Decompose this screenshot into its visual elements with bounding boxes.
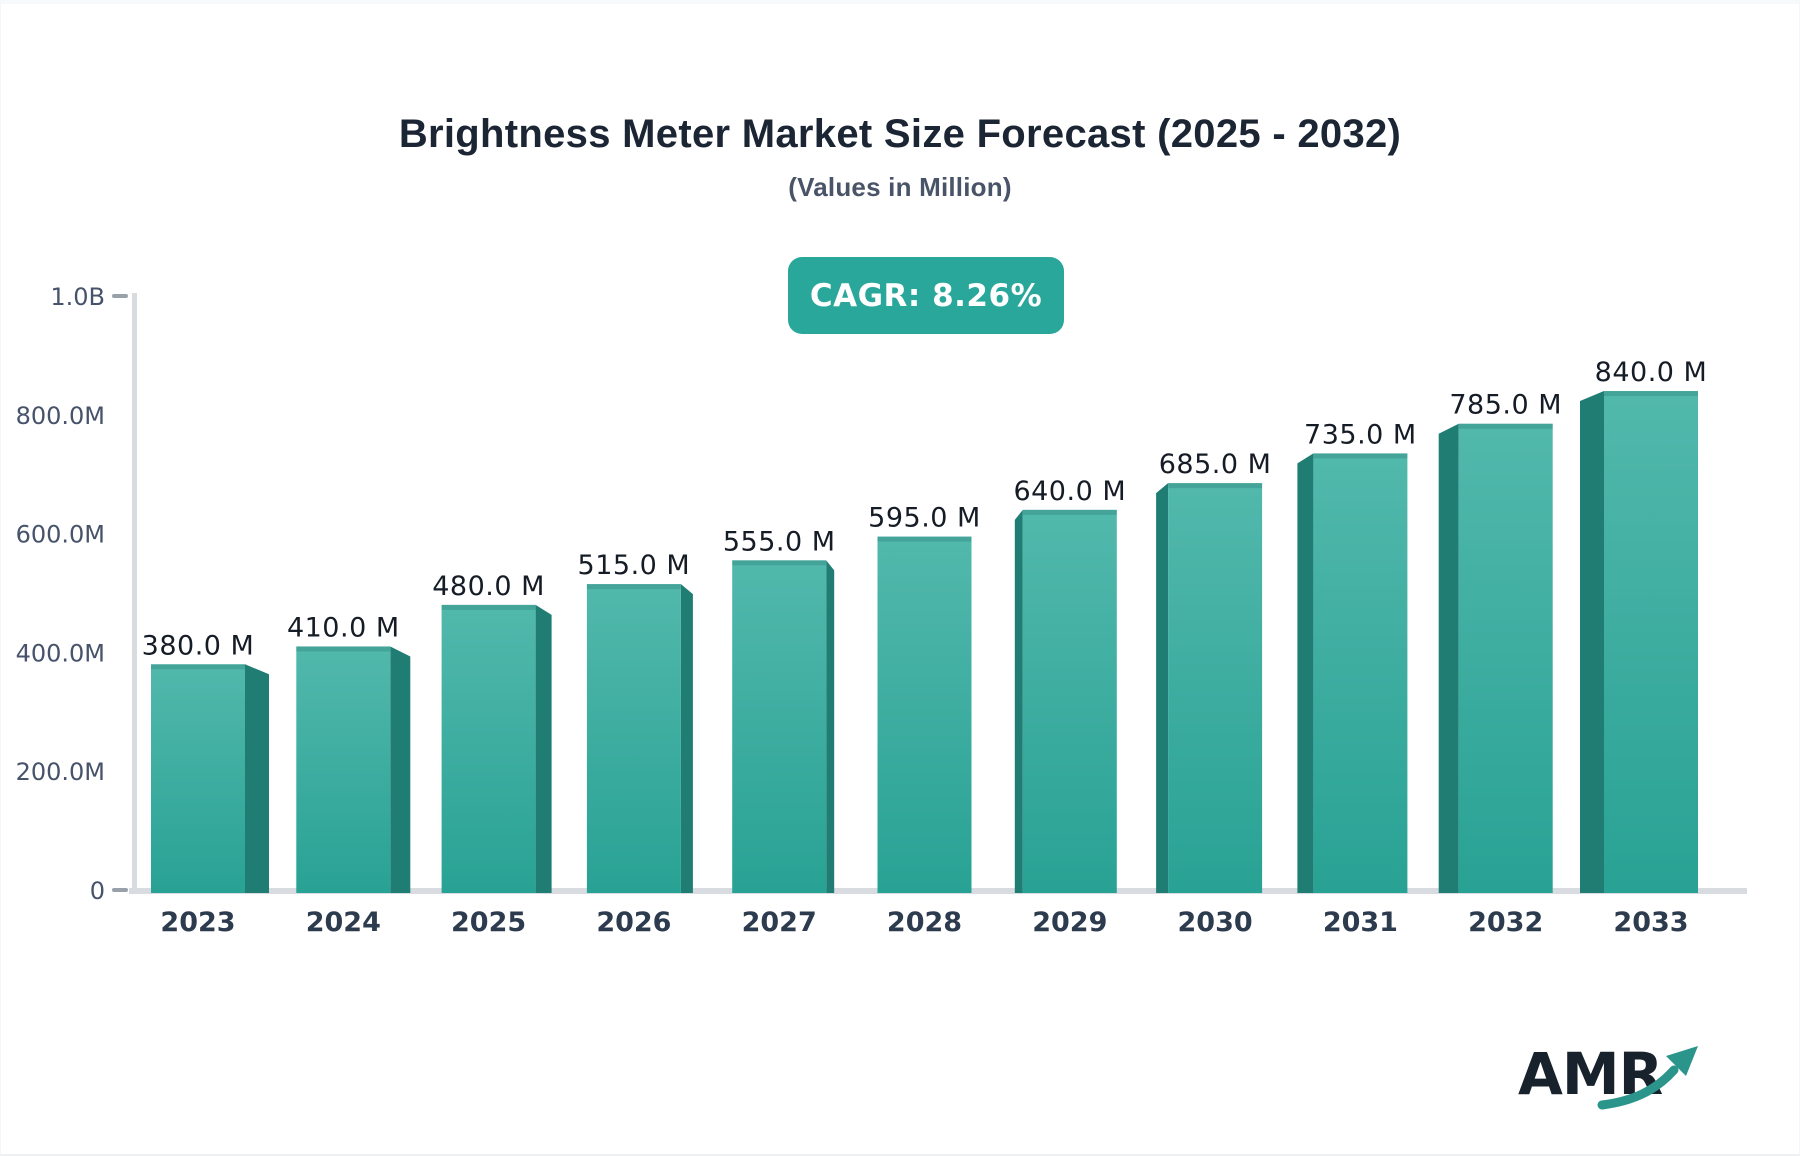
bar-side-face (1014, 509, 1023, 893)
bar-value-label: 515.0 M (578, 550, 691, 581)
x-axis-year-label: 2024 (306, 907, 381, 938)
bar-top-bevel (441, 604, 536, 610)
bar-top-bevel (1604, 391, 1698, 397)
x-axis-year-label: 2023 (160, 907, 235, 938)
bar-top-bevel (151, 664, 245, 670)
chart-title: Brightness Meter Market Size Forecast (2… (398, 112, 1402, 156)
x-axis-year-label: 2032 (1468, 907, 1543, 938)
bar-value-label: 380.0 M (142, 630, 255, 661)
x-axis-year-label: 2030 (1178, 907, 1253, 938)
chart-subtitle: (Values in Million) (788, 172, 1012, 202)
bar-2028 (877, 536, 972, 893)
bar-front-face (441, 604, 536, 893)
bar-side-face (826, 560, 835, 893)
bar-2027 (732, 560, 835, 893)
bar-side-face (1156, 483, 1169, 893)
y-axis-label: 400.0M (16, 639, 105, 667)
amr-logo: AMR (1518, 1040, 1698, 1110)
y-axis-label: 1.0B (50, 283, 105, 311)
bar-side-face (390, 646, 411, 893)
cagr-badge: CAGR: 8.26% (788, 257, 1064, 334)
y-axis-tick (112, 888, 128, 892)
bar-2029 (1014, 509, 1117, 893)
x-axis-year-label: 2033 (1613, 907, 1688, 938)
bar-side-face (1438, 423, 1459, 893)
bar-side-face (535, 604, 552, 893)
logo-arrow-swoosh (1597, 1065, 1679, 1110)
bar-side-face (245, 664, 269, 893)
y-axis-label: 0 (90, 877, 105, 905)
logo-arrow-head (1666, 1046, 1698, 1076)
bar-value-label: 685.0 M (1159, 449, 1272, 480)
x-axis-year-label: 2027 (742, 907, 817, 938)
bar-front-face (1313, 453, 1408, 893)
y-axis-line (132, 293, 137, 894)
y-axis-label: 600.0M (16, 521, 105, 549)
bar-front-face (296, 646, 391, 893)
bar-value-label: 480.0 M (432, 571, 545, 602)
bar-front-face (1458, 423, 1553, 893)
bar-top-bevel (1022, 509, 1117, 515)
bar-top-bevel (1313, 453, 1408, 459)
bar-value-label: 640.0 M (1013, 476, 1126, 507)
bar-2026 (586, 584, 693, 893)
y-axis-tick (112, 294, 128, 298)
bar-2032 (1438, 423, 1553, 893)
cagr-badge-label: CAGR: 8.26% (809, 277, 1043, 314)
bar-front-face (1022, 509, 1117, 893)
bar-2025 (441, 604, 552, 893)
bar-chart: 0 200.0M 400.0M 600.0M 800.0M 1.0B 380.0 M 202… (16, 283, 1747, 938)
y-axis-label: 200.0M (16, 758, 105, 786)
x-axis-year-label: 2031 (1323, 907, 1398, 938)
bar-2024 (296, 646, 411, 893)
bar-top-bevel (586, 584, 681, 590)
bar-2030 (1156, 483, 1263, 893)
x-axis-year-label: 2025 (451, 907, 526, 938)
bar-2033 (1580, 391, 1698, 893)
bar-front-face (732, 560, 827, 893)
bar-front-face (877, 536, 972, 893)
bar-side-face (1580, 391, 1604, 893)
bar-front-face (586, 584, 681, 893)
bar-top-bevel (877, 536, 972, 542)
bar-top-bevel (732, 560, 827, 566)
x-axis-year-label: 2026 (596, 907, 671, 938)
bar-2031 (1297, 453, 1408, 893)
bar-2023 (151, 664, 269, 893)
x-axis-year-label: 2028 (887, 907, 962, 938)
bar-side-face (1297, 453, 1314, 893)
bars-layer (151, 391, 1698, 893)
bar-value-label: 840.0 M (1595, 357, 1708, 388)
bar-front-face (1168, 483, 1263, 893)
y-axis-label: 800.0M (16, 402, 105, 430)
bar-value-label: 410.0 M (287, 612, 400, 643)
labels-layer: 380.0 M 2023 410.0 M 2024 480.0 M 2025 515.0 M… (142, 357, 1708, 938)
bar-front-face (1604, 391, 1698, 893)
x-axis-year-label: 2029 (1032, 907, 1107, 938)
bar-front-face (151, 664, 245, 893)
bar-value-label: 785.0 M (1449, 390, 1562, 421)
bar-value-label: 595.0 M (868, 503, 981, 534)
bar-side-face (680, 584, 693, 893)
bar-top-bevel (1458, 423, 1553, 429)
bar-value-label: 735.0 M (1304, 419, 1417, 450)
bar-value-label: 555.0 M (723, 526, 836, 557)
bar-top-bevel (1168, 483, 1263, 489)
bar-top-bevel (296, 646, 391, 652)
